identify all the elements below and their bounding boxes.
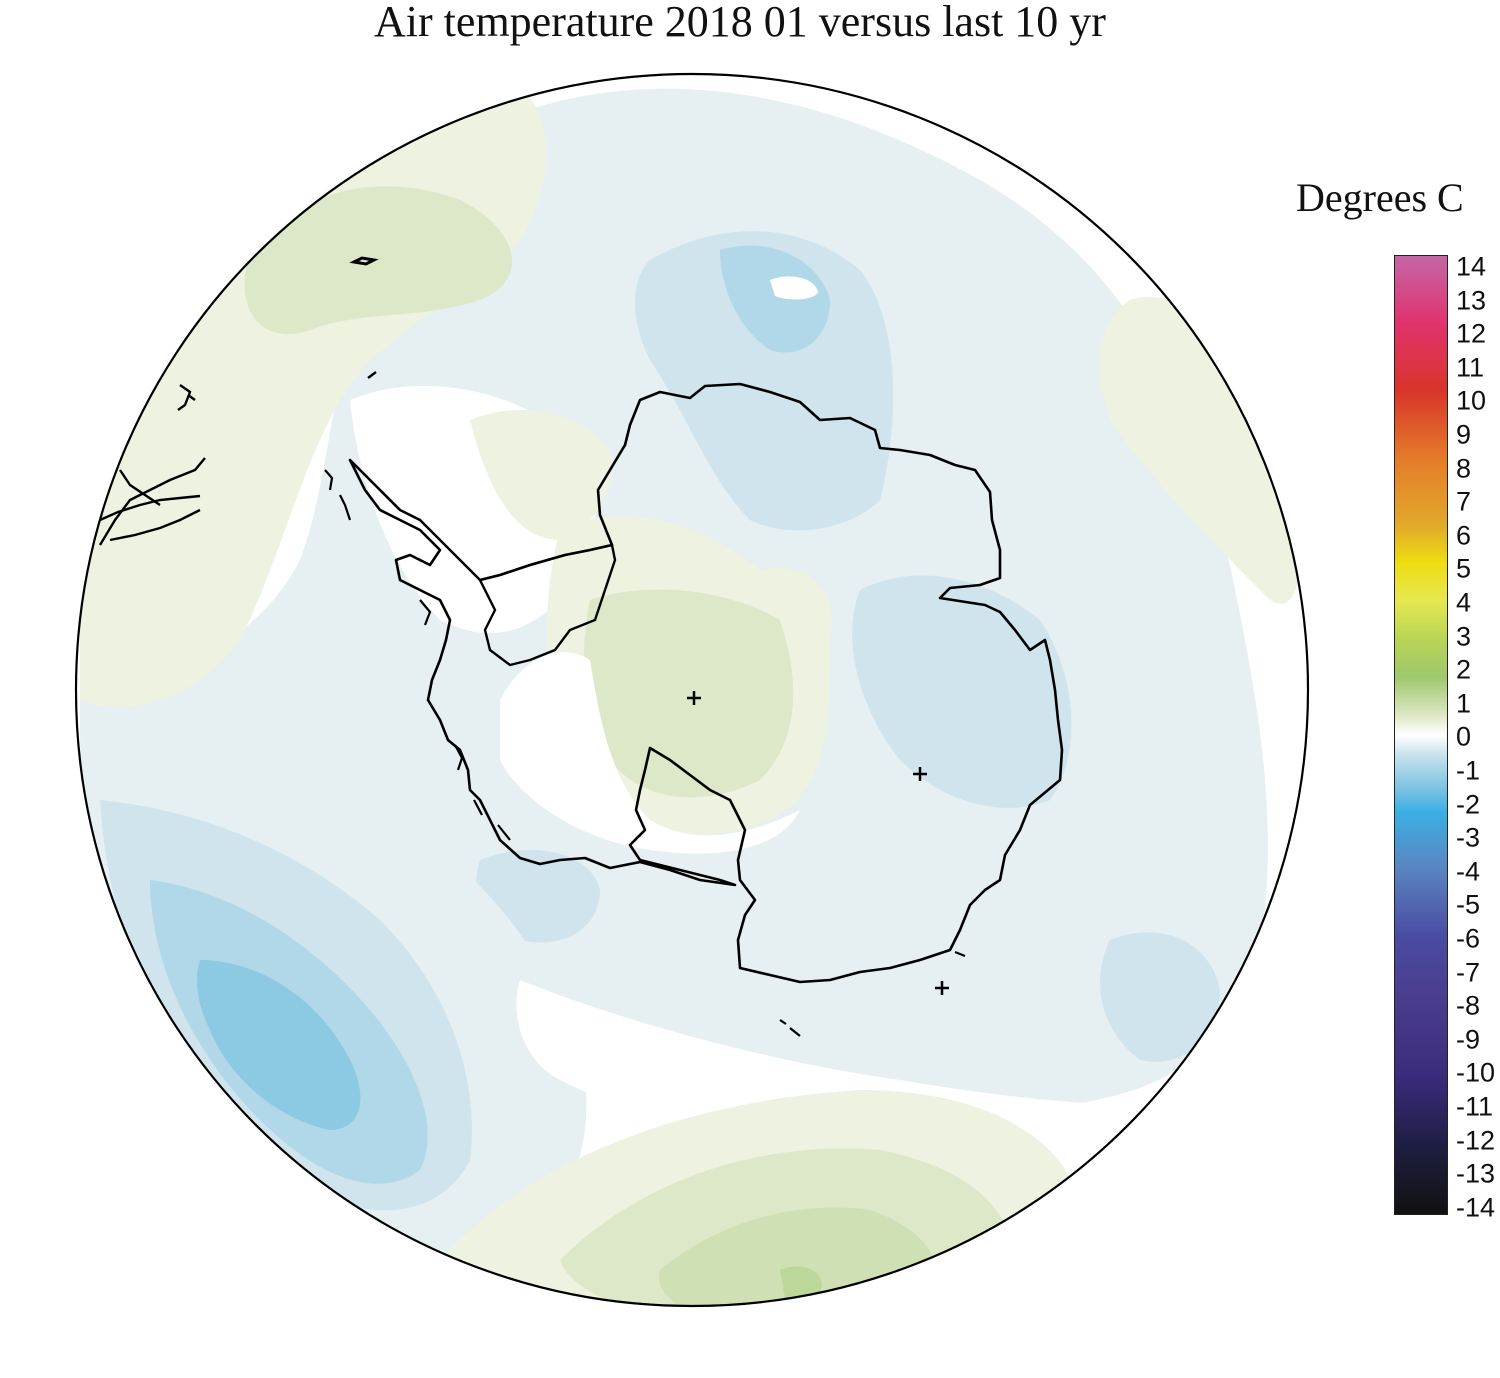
anomaly-field xyxy=(76,74,1308,1306)
colorbar-tick-label: -3 xyxy=(1456,822,1481,853)
colorbar-tick-label: -1 xyxy=(1456,755,1481,786)
balleny-islands xyxy=(779,1019,801,1037)
colorbar-tick-label: 9 xyxy=(1456,419,1472,450)
small-island-1 xyxy=(367,371,377,379)
colorbar-tick-label: -9 xyxy=(1456,1024,1481,1055)
colorbar-tick-label: -5 xyxy=(1456,889,1481,920)
colorbar-tick-label: -6 xyxy=(1456,923,1481,954)
station-marker-east xyxy=(913,767,927,781)
colorbar-tick-label: 11 xyxy=(1456,352,1485,383)
colorbar-tick-label: -2 xyxy=(1456,789,1481,820)
colorbar-tick-label: -4 xyxy=(1456,856,1481,887)
colorbar-tick-label: -8 xyxy=(1456,990,1481,1021)
map-boundary-circle xyxy=(74,72,1310,1308)
small-island-2 xyxy=(954,950,966,958)
station-marker-coast xyxy=(935,981,949,995)
south-georgia-island xyxy=(349,256,379,266)
ice-shelf-outline-ronne xyxy=(478,543,617,667)
anomaly-region-neutral-ross xyxy=(500,652,800,854)
colorbar-tick-label: 14 xyxy=(1456,251,1487,282)
peninsula-islands xyxy=(324,469,511,841)
colorbar-tick-label: 10 xyxy=(1456,385,1487,416)
colorbar-tick-label: -10 xyxy=(1456,1057,1496,1088)
falkland-islands xyxy=(177,384,196,411)
colorbar-tick-label: 6 xyxy=(1456,520,1472,551)
anomaly-region-warm-ne xyxy=(1099,296,1301,604)
south-america-coastline xyxy=(98,457,206,546)
anomaly-region-cool-pacific-east xyxy=(1100,932,1220,1062)
colorbar-tick-label: 7 xyxy=(1456,486,1472,517)
colorbar-tick-label: -13 xyxy=(1456,1158,1496,1189)
anomaly-region-warm-interior-core xyxy=(584,589,794,798)
colorbar-tick-label: 8 xyxy=(1456,453,1472,484)
antarctica-coastline xyxy=(348,382,1064,984)
colorbar-tick-label: -11 xyxy=(1456,1091,1494,1122)
colorbar-tick-label: -14 xyxy=(1456,1192,1496,1223)
colorbar-tick-label: 12 xyxy=(1456,318,1487,349)
colorbar-tick-label: 2 xyxy=(1456,654,1472,685)
south-pole-marker xyxy=(687,691,701,705)
colorbar xyxy=(1394,255,1448,1215)
legend-title: Degrees C xyxy=(1296,175,1464,220)
colorbar-tick-label: 1 xyxy=(1456,688,1472,719)
colorbar-tick-label: 13 xyxy=(1456,285,1487,316)
anomaly-region-warm-south-core xyxy=(780,1266,822,1302)
anomaly-region-cool-indian-core xyxy=(720,245,830,353)
anomaly-region-neutral-band xyxy=(516,980,1180,1160)
anomaly-region-warm-nw-core xyxy=(244,186,513,335)
colorbar-tick-label: 3 xyxy=(1456,621,1472,652)
colorbar-tick-label: -7 xyxy=(1456,957,1481,988)
anomaly-region-neutral-spot xyxy=(770,276,818,300)
anomaly-region-cool-pacific-core xyxy=(197,960,361,1130)
colorbar-tick-label: 0 xyxy=(1456,721,1472,752)
colorbar-tick-label: 4 xyxy=(1456,587,1472,618)
map-title: Air temperature 2018 01 versus last 10 y… xyxy=(374,0,1106,46)
colorbar-tick-label: 5 xyxy=(1456,553,1472,584)
colorbar-tick-label: -12 xyxy=(1456,1125,1496,1156)
anomaly-region-warm-weddell xyxy=(470,410,612,540)
